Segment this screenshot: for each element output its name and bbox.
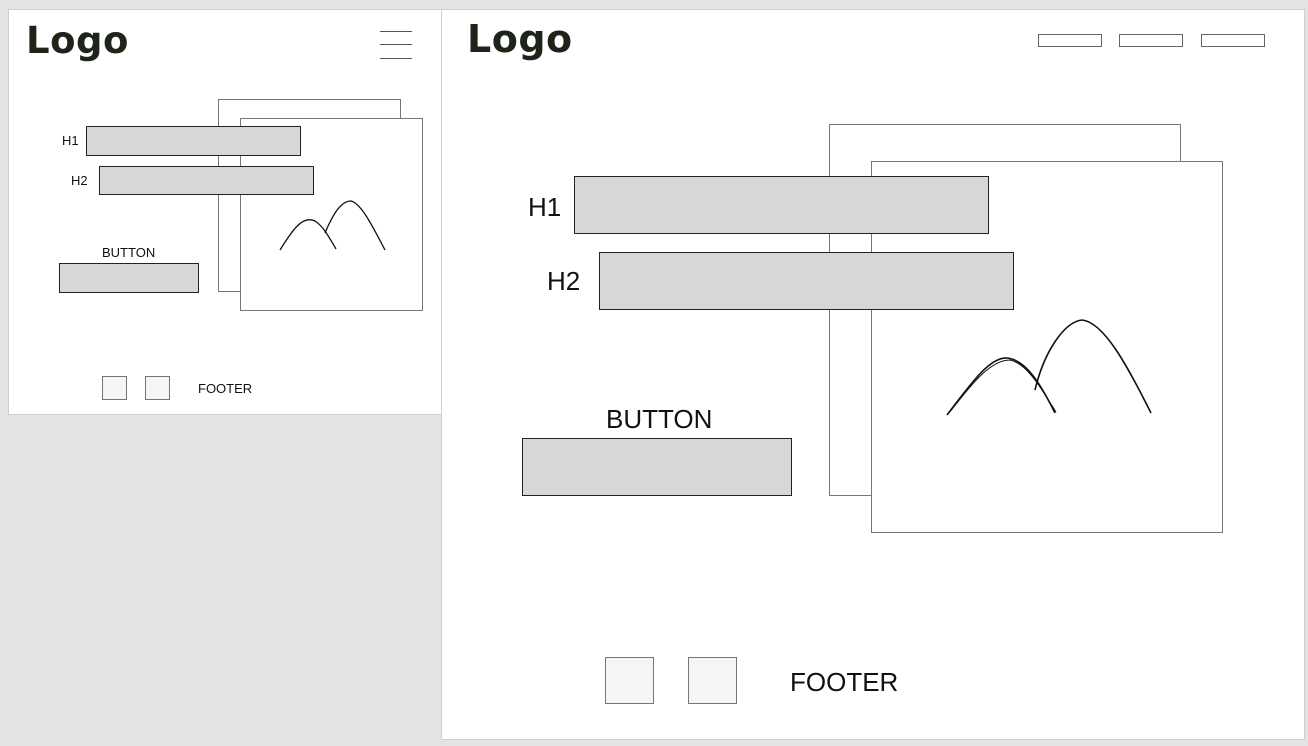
desktop-h2-label: H2 <box>547 266 581 296</box>
desktop-logo[interactable]: Logo <box>467 17 573 61</box>
mobile-h1-label: H1 <box>62 133 79 148</box>
desktop-h2-placeholder <box>599 252 1014 310</box>
mobile-logo[interactable]: Logo <box>26 19 129 62</box>
mobile-h2-label: H2 <box>71 173 88 188</box>
mobile-button-label: BUTTON <box>102 245 156 260</box>
mobile-h2-placeholder <box>99 166 314 195</box>
mountain-image-icon <box>279 200 386 251</box>
desktop-footer-label: FOOTER <box>790 667 899 697</box>
desktop-button-label: BUTTON <box>606 404 713 434</box>
desktop-h1-placeholder <box>574 176 989 234</box>
mobile-footer-square-1[interactable] <box>102 376 127 400</box>
desktop-footer-square-2[interactable] <box>688 657 737 704</box>
mobile-h1-placeholder <box>86 126 301 156</box>
mountain-image-icon <box>946 319 1152 416</box>
hamburger-menu-icon[interactable] <box>380 31 412 61</box>
mobile-footer-square-2[interactable] <box>145 376 170 400</box>
nav-item-2[interactable] <box>1119 34 1183 47</box>
nav-item-1[interactable] <box>1038 34 1102 47</box>
mobile-footer-label: FOOTER <box>198 381 253 396</box>
nav-item-3[interactable] <box>1201 34 1265 47</box>
mobile-button[interactable] <box>59 263 199 293</box>
desktop-h1-label: H1 <box>528 192 562 222</box>
desktop-footer-square-1[interactable] <box>605 657 654 704</box>
desktop-button[interactable] <box>522 438 792 496</box>
